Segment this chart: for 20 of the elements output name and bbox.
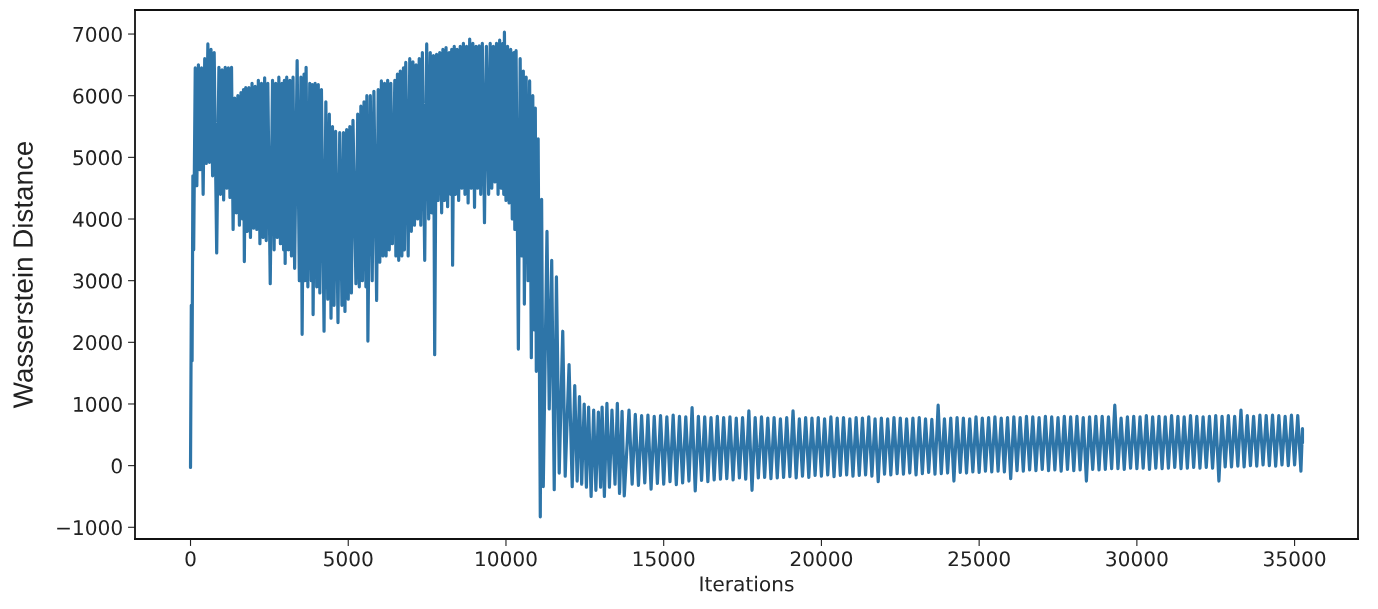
y-tick-label: 2000: [73, 335, 122, 351]
x-tick-label: 30000: [1106, 551, 1168, 567]
y-tick-label: 0: [111, 458, 122, 474]
line-series: [188, 30, 1305, 519]
x-tick-label: 25000: [948, 551, 1010, 567]
y-axis-title: Wasserstein Distance: [12, 141, 33, 409]
y-tick-label: 4000: [72, 211, 122, 227]
x-tick-label: 20000: [790, 551, 853, 567]
x-tick-label: 35000: [1264, 551, 1326, 567]
x-tick-label: 0: [185, 551, 196, 567]
x-tick-label: 15000: [633, 551, 695, 567]
x-tick-label: 10000: [476, 551, 537, 567]
y-tick-label: 3000: [73, 273, 122, 289]
y-tick-label: 1000: [74, 396, 122, 412]
y-tick-label: −1000: [57, 519, 122, 536]
y-tick-label: 6000: [73, 88, 122, 104]
x-tick-label: 5000: [324, 551, 373, 567]
y-tick-label: 7000: [73, 26, 122, 42]
x-axis-title: Iterations: [700, 575, 794, 592]
y-tick-label: 5000: [73, 150, 122, 166]
